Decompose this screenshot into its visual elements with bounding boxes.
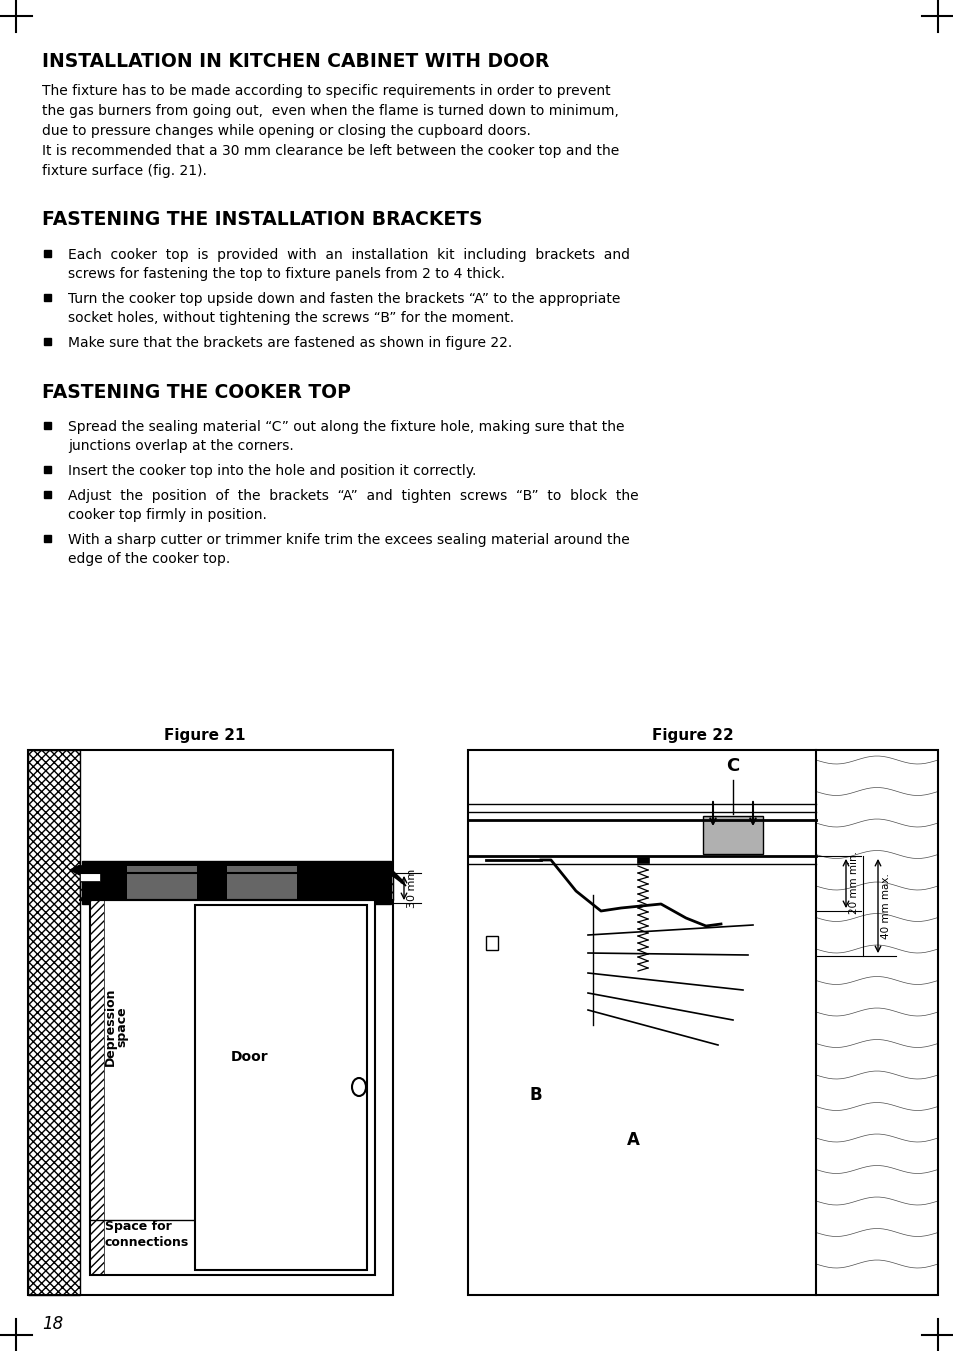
Polygon shape bbox=[70, 865, 80, 875]
Text: due to pressure changes while opening or closing the cupboard doors.: due to pressure changes while opening or… bbox=[42, 124, 530, 138]
Text: Figure 21: Figure 21 bbox=[164, 728, 246, 743]
Text: Each  cooker  top  is  provided  with  an  installation  kit  including  bracket: Each cooker top is provided with an inst… bbox=[68, 249, 629, 262]
Text: 30 mm: 30 mm bbox=[407, 869, 416, 908]
Polygon shape bbox=[375, 863, 406, 886]
Text: cooker top firmly in position.: cooker top firmly in position. bbox=[68, 508, 267, 521]
Bar bbox=[468, 750, 937, 1296]
Text: Adjust  the  position  of  the  brackets  “A”  and  tighten  screws  “B”  to  bl: Adjust the position of the brackets “A” … bbox=[68, 489, 638, 503]
Bar bbox=[702, 816, 762, 854]
Text: Make sure that the brackets are fastened as shown in figure 22.: Make sure that the brackets are fastened… bbox=[68, 336, 512, 350]
Text: the gas burners from going out,  even when the flame is turned down to minimum,: the gas burners from going out, even whe… bbox=[42, 104, 618, 118]
Bar bbox=[637, 857, 648, 863]
Text: screws for fastening the top to fixture panels from 2 to 4 thick.: screws for fastening the top to fixture … bbox=[68, 267, 504, 281]
Ellipse shape bbox=[352, 1078, 366, 1096]
Text: socket holes, without tightening the screws “B” for the moment.: socket holes, without tightening the scr… bbox=[68, 311, 514, 326]
Bar bbox=[194, 905, 367, 1270]
Text: With a sharp cutter or trimmer knife trim the excees sealing material around the: With a sharp cutter or trimmer knife tri… bbox=[68, 534, 629, 547]
Bar bbox=[90, 900, 375, 1275]
Bar bbox=[82, 861, 391, 904]
Text: Figure 22: Figure 22 bbox=[652, 728, 733, 743]
Text: Door: Door bbox=[231, 1050, 269, 1065]
Text: FASTENING THE INSTALLATION BRACKETS: FASTENING THE INSTALLATION BRACKETS bbox=[42, 209, 482, 230]
Bar bbox=[127, 866, 196, 898]
Bar bbox=[44, 422, 51, 430]
Bar bbox=[90, 900, 104, 1275]
Text: edge of the cooker top.: edge of the cooker top. bbox=[68, 553, 230, 566]
Text: The fixture has to be made according to specific requirements in order to preven: The fixture has to be made according to … bbox=[42, 84, 610, 99]
Bar bbox=[44, 250, 51, 257]
Text: It is recommended that a 30 mm clearance be left between the cooker top and the: It is recommended that a 30 mm clearance… bbox=[42, 145, 618, 158]
Bar bbox=[44, 295, 51, 301]
Text: Insert the cooker top into the hole and position it correctly.: Insert the cooker top into the hole and … bbox=[68, 463, 476, 478]
Text: Spread the sealing material “C” out along the fixture hole, making sure that the: Spread the sealing material “C” out alon… bbox=[68, 420, 624, 434]
Bar bbox=[90, 900, 104, 1275]
Text: space: space bbox=[115, 1006, 129, 1047]
Text: Space for
connections: Space for connections bbox=[105, 1220, 189, 1250]
Bar bbox=[227, 866, 296, 898]
Bar bbox=[80, 873, 100, 881]
Text: 40 mm max.: 40 mm max. bbox=[880, 873, 890, 939]
Text: Depression: Depression bbox=[103, 988, 116, 1066]
Bar bbox=[80, 865, 94, 875]
Bar bbox=[44, 535, 51, 542]
Text: INSTALLATION IN KITCHEN CABINET WITH DOOR: INSTALLATION IN KITCHEN CABINET WITH DOO… bbox=[42, 51, 549, 72]
Text: C: C bbox=[725, 757, 739, 775]
Bar bbox=[44, 338, 51, 345]
Text: 20 mm min.: 20 mm min. bbox=[848, 851, 858, 915]
Bar bbox=[44, 466, 51, 473]
Text: FASTENING THE COOKER TOP: FASTENING THE COOKER TOP bbox=[42, 382, 351, 403]
Bar bbox=[80, 873, 393, 900]
Bar bbox=[44, 490, 51, 499]
Bar bbox=[28, 750, 393, 1296]
Text: A: A bbox=[626, 1131, 639, 1148]
Text: fixture surface (fig. 21).: fixture surface (fig. 21). bbox=[42, 163, 207, 178]
Text: 18: 18 bbox=[42, 1315, 63, 1333]
Bar bbox=[28, 750, 80, 1296]
Text: Turn the cooker top upside down and fasten the brackets “A” to the appropriate: Turn the cooker top upside down and fast… bbox=[68, 292, 619, 305]
Text: junctions overlap at the corners.: junctions overlap at the corners. bbox=[68, 439, 294, 453]
Text: B: B bbox=[529, 1086, 541, 1104]
Bar bbox=[485, 936, 497, 950]
